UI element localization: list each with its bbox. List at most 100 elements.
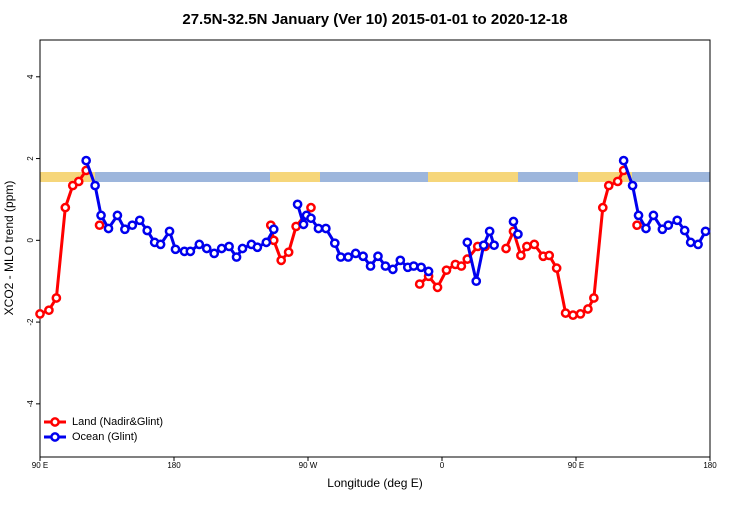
land-strip [428,172,518,182]
data-point [35,309,45,319]
data-point [201,243,212,254]
data-point [209,248,220,259]
data-point [544,250,555,261]
data-point [679,225,690,236]
data-point [522,241,532,252]
data-point [94,220,105,231]
data-point [432,282,443,293]
data-point [261,237,272,248]
plot-frame [39,39,711,458]
x-axis-label: Longitude (deg E) [327,476,422,490]
data-point [416,262,427,273]
ocean-strip [40,172,710,182]
x-tick-label: 180 [703,461,717,470]
data-point [252,242,263,253]
data-point [672,215,683,226]
data-point [597,202,608,213]
data-point [276,255,287,266]
data-point [306,213,316,224]
data-point [194,239,205,250]
data-point [155,239,166,250]
land-strip [578,172,632,182]
land-strip [40,172,95,182]
legend-marker [50,432,60,442]
data-point [583,304,593,314]
data-point [335,252,346,262]
legend-label: Ocean (Glint) [72,431,137,443]
chart-title: 27.5N-32.5N January (Ver 10) 2015-01-01 … [182,11,567,28]
data-point [170,244,181,255]
data-point [380,261,391,271]
data-point [633,210,644,221]
data-point [478,240,489,251]
data-point [216,243,227,254]
data-point [90,180,100,191]
x-tick-label: 90 W [299,461,318,470]
data-point [632,220,642,231]
data-point [373,251,383,262]
data-point [224,241,234,252]
data-point [164,226,175,237]
data-point [568,310,578,320]
data-point [306,202,316,213]
data-point [343,252,354,262]
x-tick-label: 90 E [32,461,48,470]
data-point [508,216,519,227]
data-point [529,239,540,250]
data-point [358,251,368,262]
data-point [471,276,482,287]
data-point [313,223,324,234]
data-point [96,210,106,221]
data-point [44,305,54,316]
data-point [127,220,138,231]
data-point [365,261,376,271]
data-point [142,225,153,236]
data-point [513,229,523,240]
data-point [648,210,659,221]
data-point [575,309,586,319]
x-tick-label: 180 [167,461,181,470]
y-tick-label: 2 [26,156,35,161]
data-point [291,221,301,232]
x-tick-label: 0 [440,461,445,470]
data-point [408,261,419,271]
data-point [456,261,467,271]
data-point [60,202,71,213]
data-point [560,308,571,318]
y-tick-label: 4 [26,74,35,79]
data-point [618,155,629,166]
y-axis-label: XCO2 - MLO trend (ppm) [2,181,16,316]
data-point [388,264,398,275]
data-point [441,265,452,276]
data-point [321,223,331,234]
data-point [612,176,623,187]
data-point [693,239,703,250]
data-point [685,237,696,248]
data-point [329,238,340,249]
data-point [663,220,674,231]
data-point [298,219,309,230]
data-point [603,180,614,191]
data-point [414,279,425,289]
data-point [120,224,130,235]
data-point [134,215,145,226]
y-tick-label: 0 [26,238,35,243]
x-tick-label: 90 E [568,461,584,470]
data-point [627,180,638,191]
data-point [73,176,84,187]
data-point [395,255,406,266]
data-point [489,240,499,251]
data-point [268,235,279,246]
data-point [103,223,114,234]
data-point [112,210,123,221]
data-point [462,237,473,248]
data-point [641,223,651,234]
data-point [484,226,495,237]
data-point [589,293,599,303]
data-point [237,243,248,254]
data-point [292,199,303,210]
data-point [423,266,434,277]
data-point [501,243,511,254]
data-point [231,252,242,262]
